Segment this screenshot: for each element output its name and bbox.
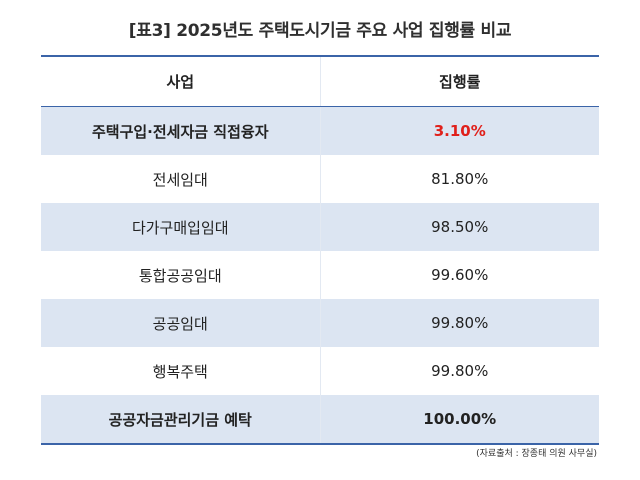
table-row: 행복주택 99.80% — [41, 347, 599, 395]
project-name: 통합공공임대 — [41, 251, 320, 299]
table-row: 주택구입·전세자금 직접융자 3.10% — [41, 106, 599, 155]
table-row: 통합공공임대 99.60% — [41, 251, 599, 299]
execution-rate: 99.80% — [319, 347, 599, 395]
project-name: 공공임대 — [41, 299, 320, 347]
header-execution-rate: 집행률 — [319, 56, 599, 107]
execution-rate: 99.80% — [319, 299, 599, 347]
execution-rate: 100.00% — [319, 395, 599, 444]
source-note: (자료출처 : 장종태 의원 사무실) — [476, 449, 597, 459]
project-name: 행복주택 — [41, 347, 320, 395]
table-row: 공공자금관리기금 예탁 100.00% — [41, 395, 599, 444]
execution-rate: 98.50% — [319, 203, 599, 251]
project-name: 공공자금관리기금 예탁 — [41, 395, 320, 444]
project-name: 전세임대 — [41, 155, 320, 203]
table-row: 전세임대 81.80% — [41, 155, 599, 203]
table-row: 공공임대 99.80% — [41, 299, 599, 347]
execution-rate: 81.80% — [319, 155, 599, 203]
table-header-row: 사업 집행률 — [41, 56, 599, 107]
execution-rate: 3.10% — [319, 106, 599, 155]
project-name: 다가구매입임대 — [41, 203, 320, 251]
project-name: 주택구입·전세자금 직접융자 — [41, 106, 320, 155]
header-project: 사업 — [41, 56, 320, 107]
execution-rate: 99.60% — [319, 251, 599, 299]
table-title: [표3] 2025년도 주택도시기금 주요 사업 집행률 비교 — [128, 21, 512, 41]
table-row: 다가구매입임대 98.50% — [41, 203, 599, 251]
execution-rate-table: 사업 집행률 주택구입·전세자금 직접융자 3.10% 전세임대 81.80% … — [41, 55, 599, 445]
